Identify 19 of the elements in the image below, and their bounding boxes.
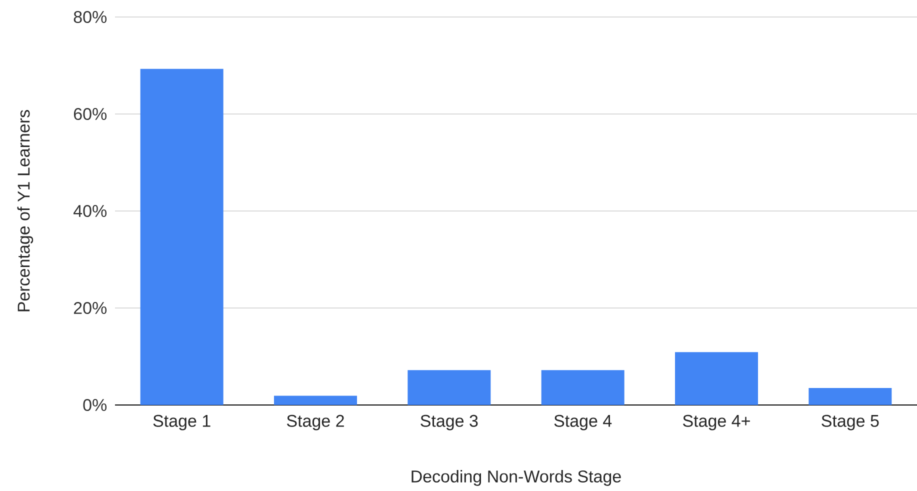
x-tick-label: Stage 4 [554,414,612,430]
bar [408,370,491,405]
y-tick-label: 0% [83,398,107,412]
x-tick-label: Stage 4+ [683,414,750,430]
x-tick-label: Stage 3 [420,414,478,430]
x-tick-label: Stage 1 [153,414,210,430]
bar [808,388,892,405]
y-tick-label: 20% [74,302,107,314]
y-tick-label: 60% [74,108,107,120]
x-tick-label: Stage 2 [286,414,344,430]
y-tick-label: 80% [74,10,107,24]
x-axis-title: Decoding Non-Words Stage [412,470,621,486]
y-axis-title: Percentage of Y1 Learners [17,110,34,312]
y-tick-label: 40% [74,204,107,218]
bar [541,370,624,405]
bar [140,68,224,405]
bar [675,352,758,405]
x-tick-label: Stage 5 [822,414,879,430]
bar [274,396,358,405]
